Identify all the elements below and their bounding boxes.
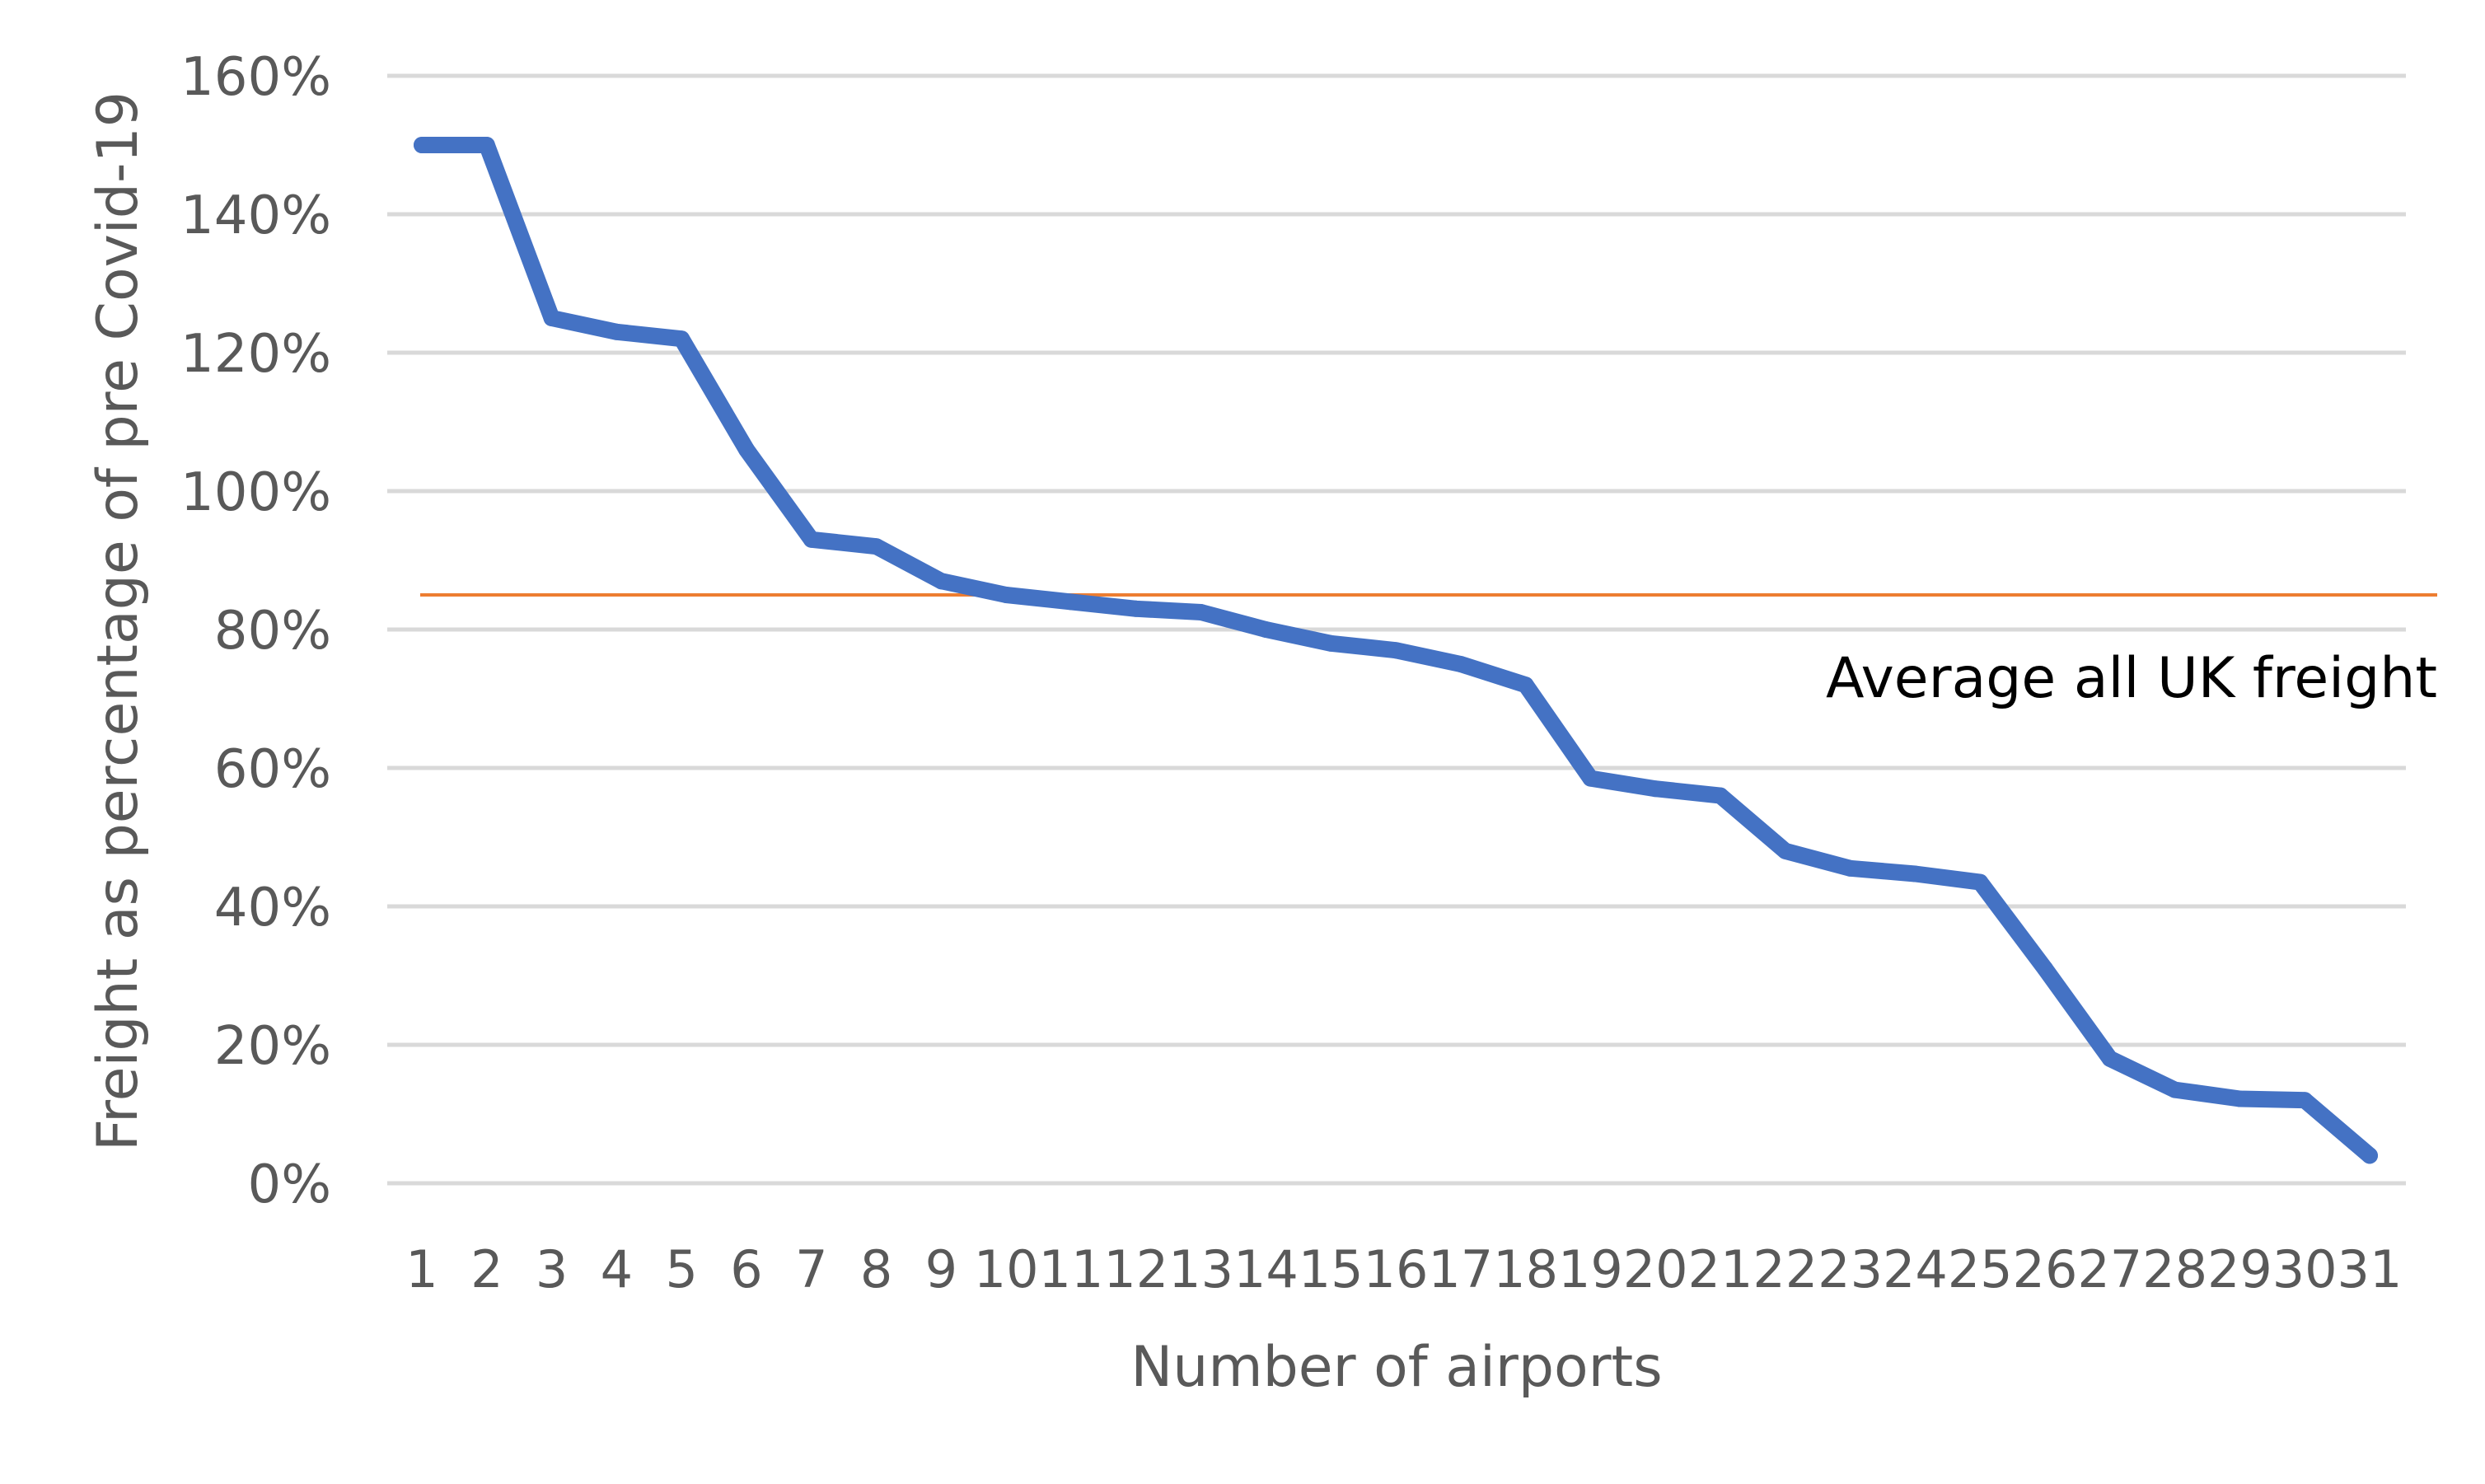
x-tick-label: 7 bbox=[795, 1239, 827, 1299]
series-group bbox=[414, 137, 2378, 1164]
x-tick-label: 8 bbox=[860, 1239, 892, 1299]
data-point bbox=[933, 573, 950, 590]
data-point bbox=[1907, 865, 1924, 882]
data-point bbox=[1712, 787, 1729, 804]
x-tick-label: 16 bbox=[1364, 1239, 1429, 1299]
gridlines bbox=[387, 73, 2406, 1186]
x-tick-label: 25 bbox=[1948, 1239, 2013, 1299]
x-tick-label: 22 bbox=[1753, 1239, 1818, 1299]
x-tick-label: 21 bbox=[1688, 1239, 1753, 1299]
data-point bbox=[2296, 1092, 2314, 1109]
y-tick-label: 140% bbox=[180, 185, 331, 246]
data-point bbox=[1517, 676, 1534, 694]
data-point bbox=[1842, 859, 1859, 877]
data-point bbox=[2166, 1081, 2183, 1098]
x-tick-label: 5 bbox=[665, 1239, 697, 1299]
data-point bbox=[1452, 656, 1469, 672]
x-tick-label: 11 bbox=[1039, 1239, 1104, 1299]
data-point bbox=[414, 137, 430, 153]
x-tick-label: 29 bbox=[2207, 1239, 2272, 1299]
y-tick-label: 100% bbox=[180, 462, 331, 523]
data-point bbox=[2361, 1147, 2378, 1164]
y-tick-label: 60% bbox=[214, 739, 331, 800]
reference-line-label: Average all UK freight bbox=[1826, 646, 2437, 711]
x-tick-label: 30 bbox=[2272, 1239, 2338, 1299]
data-point bbox=[2037, 960, 2053, 977]
x-tick-label: 20 bbox=[1623, 1239, 1688, 1299]
data-point bbox=[1192, 604, 1210, 620]
x-tick-label: 19 bbox=[1558, 1239, 1623, 1299]
data-point bbox=[868, 538, 885, 555]
x-tick-label: 14 bbox=[1233, 1239, 1299, 1299]
data-point bbox=[1257, 621, 1275, 638]
data-point bbox=[1063, 593, 1079, 611]
y-axis-tick-labels: 0% 20% 40% 60% 80% 100% 120% 140% 160% bbox=[180, 47, 331, 1215]
y-tick-label: 20% bbox=[214, 1016, 331, 1077]
y-tick-label: 0% bbox=[247, 1154, 331, 1215]
data-point bbox=[543, 310, 560, 326]
data-point bbox=[673, 330, 690, 348]
y-tick-label: 80% bbox=[214, 601, 331, 662]
x-tick-label: 15 bbox=[1299, 1239, 1364, 1299]
x-tick-label: 27 bbox=[2077, 1239, 2142, 1299]
x-tick-label: 31 bbox=[2338, 1239, 2403, 1299]
data-point bbox=[478, 137, 495, 153]
x-tick-label: 13 bbox=[1168, 1239, 1233, 1299]
x-tick-label: 6 bbox=[730, 1239, 762, 1299]
x-tick-label: 24 bbox=[1883, 1239, 1948, 1299]
y-tick-label: 120% bbox=[180, 324, 331, 385]
data-point bbox=[1776, 842, 1794, 859]
data-point bbox=[1127, 600, 1144, 617]
x-tick-label: 17 bbox=[1428, 1239, 1493, 1299]
x-tick-label: 18 bbox=[1493, 1239, 1558, 1299]
x-tick-label: 9 bbox=[925, 1239, 957, 1299]
x-tick-label: 28 bbox=[2142, 1239, 2207, 1299]
data-point bbox=[1388, 642, 1404, 659]
x-tick-label: 10 bbox=[974, 1239, 1039, 1299]
data-point bbox=[2101, 1050, 2118, 1067]
data-point bbox=[2231, 1090, 2249, 1107]
x-axis-tick-labels: 1 2 3 4 5 6 7 8 9 10 11 12 13 14 15 16 17 18 19 20 21 22 23 24 2… bbox=[405, 1239, 2402, 1299]
data-point bbox=[1582, 770, 1599, 787]
data-point bbox=[998, 587, 1015, 603]
data-point bbox=[1972, 873, 1989, 891]
x-tick-label: 2 bbox=[470, 1239, 503, 1299]
data-point bbox=[803, 531, 820, 548]
data-point bbox=[1647, 780, 1664, 798]
data-point bbox=[1322, 634, 1340, 652]
y-tick-label: 40% bbox=[214, 878, 331, 939]
x-tick-label: 23 bbox=[1818, 1239, 1883, 1299]
x-tick-label: 3 bbox=[536, 1239, 568, 1299]
x-tick-label: 26 bbox=[2013, 1239, 2078, 1299]
data-point bbox=[608, 323, 625, 340]
data-point bbox=[738, 441, 755, 458]
x-tick-label: 1 bbox=[405, 1239, 438, 1299]
x-tick-label: 4 bbox=[601, 1239, 633, 1299]
x-tick-label: 12 bbox=[1103, 1239, 1168, 1299]
y-tick-label: 160% bbox=[180, 47, 331, 108]
y-axis-title: Freight as percentage of pre Covid-19 bbox=[86, 91, 151, 1151]
x-axis-title: Number of airports bbox=[1130, 1335, 1662, 1400]
